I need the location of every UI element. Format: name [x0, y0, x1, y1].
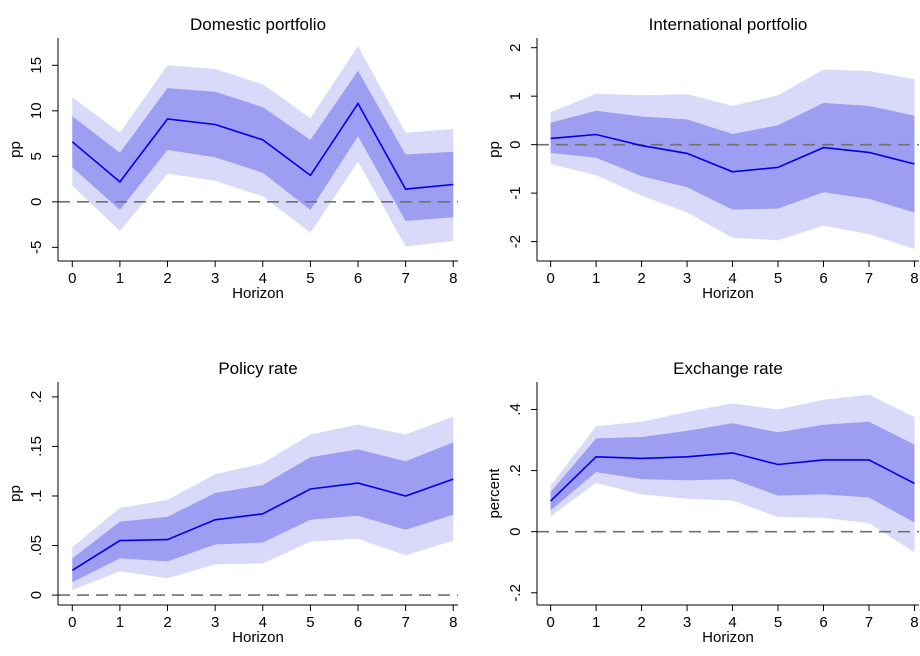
y-tick-label: 0: [28, 591, 45, 599]
x-tick-label: 5: [774, 270, 782, 287]
inner-confidence-band: [72, 442, 454, 583]
x-axis-label: Horizon: [232, 285, 284, 302]
x-tick-label: 2: [637, 270, 645, 287]
y-tick-label: -.2: [507, 584, 524, 602]
point-estimate-line: [550, 452, 915, 502]
x-tick-label: 7: [401, 614, 409, 631]
x-tick-label: 3: [683, 270, 691, 287]
x-tick-label: 4: [259, 614, 267, 631]
y-axis-label: pp: [7, 141, 24, 158]
x-tick-label: 3: [211, 270, 219, 287]
y-tick-label: .2: [28, 391, 45, 404]
y-tick-label: 0: [507, 141, 524, 149]
y-tick-label: .15: [28, 436, 45, 457]
x-tick-label: 1: [592, 270, 600, 287]
point-estimate-line: [71, 478, 454, 571]
x-tick-label: 5: [306, 614, 314, 631]
inner-confidence-band: [550, 103, 915, 213]
y-tick-label: -1: [507, 186, 524, 199]
x-tick-label: 0: [546, 614, 554, 631]
point-estimate-line: [71, 101, 454, 190]
panel-title: Policy rate: [218, 359, 297, 378]
y-tick-label: 10: [28, 102, 45, 119]
x-tick-label: 2: [637, 614, 645, 631]
y-tick-label: .05: [28, 535, 45, 556]
x-tick-label: 0: [68, 614, 76, 631]
x-tick-label: 2: [163, 270, 171, 287]
x-tick-label: 6: [819, 270, 827, 287]
y-tick-label: .2: [507, 464, 524, 477]
y-tick-label: 15: [28, 57, 45, 74]
x-tick-label: 7: [865, 270, 873, 287]
chart-panel-3: 0 1 2 3 4 5 6 7 8 0 .05 .1 .15 .2 Policy rate Horizon pp: [7, 359, 458, 646]
x-tick-label: 5: [774, 614, 782, 631]
y-tick-label: .1: [28, 490, 45, 503]
x-tick-label: 4: [728, 270, 736, 287]
panel-title: Domestic portfolio: [190, 15, 326, 34]
x-tick-label: 8: [910, 270, 918, 287]
x-tick-label: 3: [683, 614, 691, 631]
y-axis-label: pp: [7, 485, 24, 502]
x-tick-label: 0: [68, 270, 76, 287]
x-tick-label: 8: [449, 614, 457, 631]
y-tick-label: -2: [507, 235, 524, 248]
inner-confidence-band: [72, 70, 454, 221]
x-tick-label: 6: [819, 614, 827, 631]
y-axis-label: percent: [486, 468, 503, 519]
x-axis-label: Horizon: [232, 629, 284, 646]
y-tick-label: 0: [28, 198, 45, 206]
x-tick-label: 6: [354, 270, 362, 287]
x-tick-label: 7: [401, 270, 409, 287]
y-axis-label: pp: [486, 141, 503, 158]
x-tick-label: 7: [865, 614, 873, 631]
y-tick-label: 5: [28, 152, 45, 160]
x-tick-label: 4: [259, 270, 267, 287]
x-tick-label: 1: [116, 614, 124, 631]
x-tick-label: 3: [211, 614, 219, 631]
x-tick-label: 8: [449, 270, 457, 287]
point-estimate-line: [550, 133, 915, 173]
chart-panel-1: 0 1 2 3 4 5 6 7 8 -5 0 5 10 15 Domestic portfolio Horiz…: [7, 15, 458, 302]
chart-panel-4: 0 1 2 3 4 5 6 7 8 -.2 0 .2 .4 Exchange rate Horizon per…: [486, 359, 919, 646]
x-tick-label: 6: [354, 614, 362, 631]
y-tick-label: .4: [507, 403, 524, 416]
panel-title: International portfolio: [649, 15, 808, 34]
y-tick-label: 1: [507, 92, 524, 100]
x-tick-label: 1: [592, 614, 600, 631]
x-tick-label: 1: [116, 270, 124, 287]
inner-confidence-band: [550, 421, 915, 523]
panel-title: Exchange rate: [673, 359, 783, 378]
y-tick-label: -5: [28, 241, 45, 254]
x-tick-label: 5: [306, 270, 314, 287]
x-axis-label: Horizon: [702, 629, 754, 646]
x-tick-label: 4: [728, 614, 736, 631]
x-axis-label: Horizon: [702, 285, 754, 302]
y-tick-label: 0: [507, 528, 524, 536]
x-tick-label: 2: [163, 614, 171, 631]
x-tick-label: 8: [910, 614, 918, 631]
chart-panel-2: 0 1 2 3 4 5 6 7 8 -2 -1 0 1 2 International portfolio H…: [486, 15, 919, 302]
x-tick-label: 0: [546, 270, 554, 287]
y-tick-label: 2: [507, 44, 524, 52]
